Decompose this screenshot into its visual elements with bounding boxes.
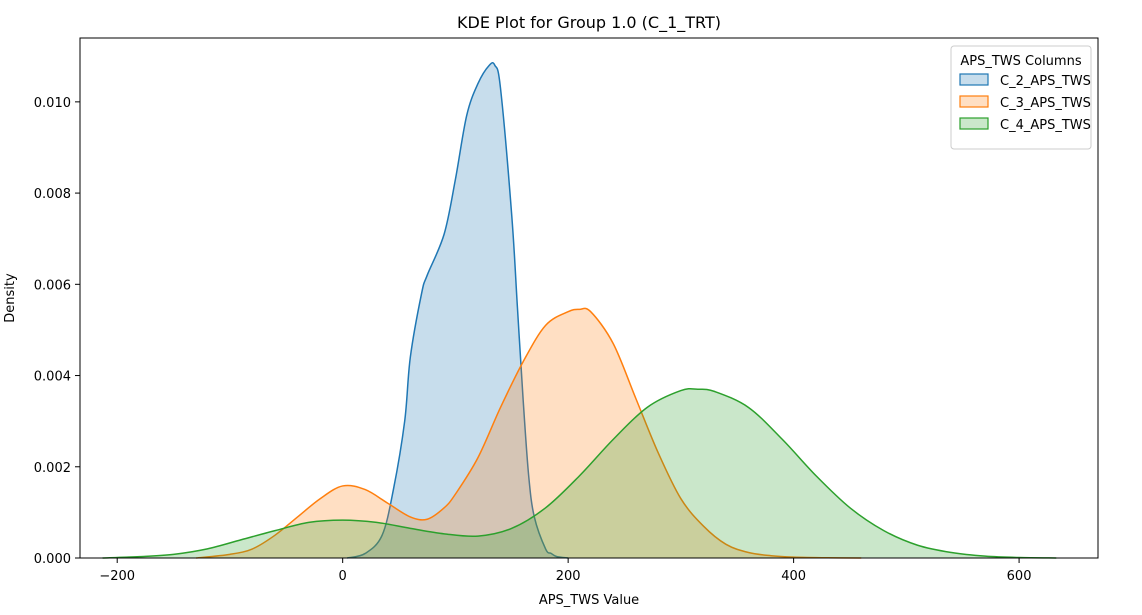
series-C_2_APS_TWS	[346, 62, 569, 559]
legend-swatch-C_2_APS_TWS	[959, 73, 989, 86]
line-C_3_APS_TWS	[196, 307, 862, 559]
legend-title: APS_TWS Columns	[960, 54, 1081, 69]
chart-title: KDE Plot for Group 1.0 (C_1_TRT)	[457, 13, 721, 33]
y-tick-label: 0.002	[34, 461, 71, 476]
y-tick-label: 0.006	[34, 278, 71, 293]
y-axis: 0.000 0.002 0.004 0.006 0.008 0.010	[34, 96, 80, 567]
legend-frame	[950, 45, 1092, 150]
x-axis-label: APS_TWS Value	[539, 593, 639, 608]
legend-items: C_2_APS_TWS C_3_APS_TWS C_4_APS_TWS	[959, 73, 1091, 133]
legend-label-C_4_APS_TWS: C_4_APS_TWS	[1000, 118, 1091, 133]
series-C_3_APS_TWS	[196, 307, 862, 559]
x-tick-label: 0	[339, 569, 347, 584]
legend-label-C_3_APS_TWS: C_3_APS_TWS	[1000, 96, 1091, 111]
x-tick-label: 400	[781, 569, 806, 584]
line-C_2_APS_TWS	[346, 62, 569, 559]
y-tick-label: 0.008	[34, 187, 71, 202]
x-tick-label: 200	[556, 569, 581, 584]
y-axis-label: Density	[3, 273, 18, 323]
x-tick-label: 600	[1007, 569, 1032, 584]
area-C_4_APS_TWS	[102, 388, 1057, 558]
legend-label-C_2_APS_TWS: C_2_APS_TWS	[1000, 74, 1091, 89]
series-C_4_APS_TWS	[102, 387, 1057, 559]
y-tick-label: 0.000	[34, 552, 71, 567]
y-tick-label: 0.004	[34, 370, 71, 385]
plot-frame	[79, 37, 1099, 559]
x-tick-label: −200	[99, 569, 135, 584]
y-tick-label: 0.010	[34, 96, 71, 111]
series-layer	[102, 62, 1057, 559]
line-C_4_APS_TWS	[102, 387, 1057, 559]
area-C_3_APS_TWS	[196, 308, 862, 558]
area-C_2_APS_TWS	[347, 62, 569, 559]
legend-swatch-C_4_APS_TWS	[959, 117, 989, 130]
x-axis: −200 0 200 400 600	[99, 558, 1031, 584]
legend-swatch-C_3_APS_TWS	[959, 95, 989, 108]
legend: APS_TWS Columns C_2_APS_TWSC_3_APS_TWSC_…	[950, 45, 1092, 150]
